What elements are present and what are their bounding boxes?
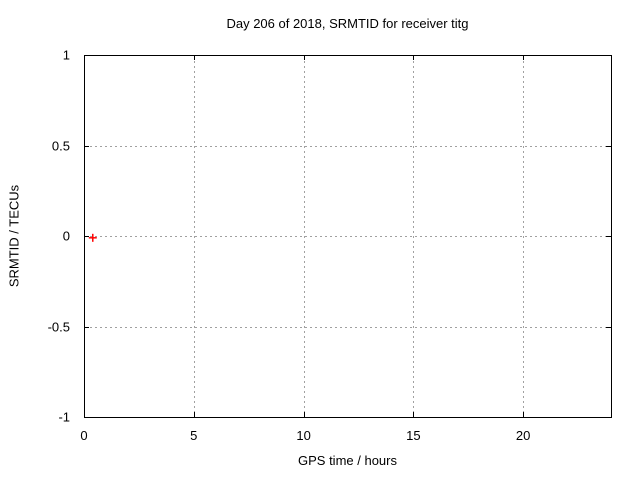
x-axis-label: GPS time / hours — [298, 453, 397, 468]
plot-border — [84, 55, 612, 418]
chart-title: Day 206 of 2018, SRMTID for receiver tit… — [226, 16, 469, 31]
